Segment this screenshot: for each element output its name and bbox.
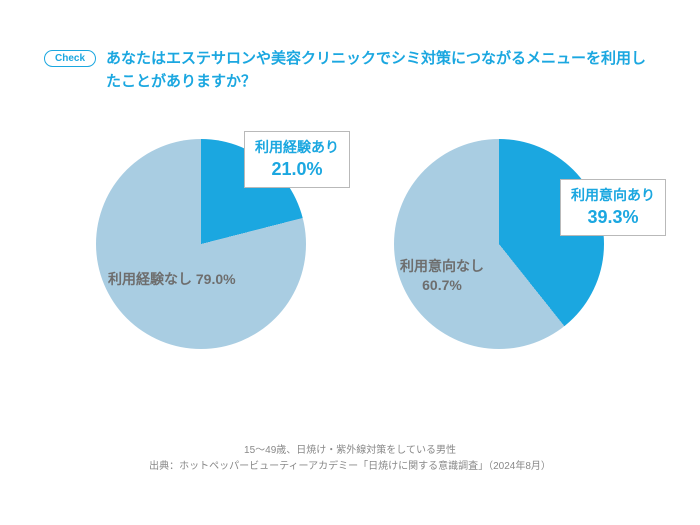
label-experience-no: 利用経験なし 79.0% [108,269,236,289]
check-badge: Check [44,50,96,67]
label-text: 利用経験あり [255,138,339,157]
chart-experience: 利用経験あり 21.0% 利用経験なし 79.0% [96,139,306,349]
pie-intention [394,139,604,349]
footer: 15～49歳、日焼け・紫外線対策をしている男性 出典：ホットペッパービューティー… [0,443,700,475]
header: Check あなたはエステサロンや美容クリニックでシミ対策につながるメニューを利… [0,0,700,93]
label-pct: 60.7% [422,277,462,293]
label-text: 利用意向なし [400,258,484,274]
page-title: あなたはエステサロンや美容クリニックでシミ対策につながるメニューを利用したことが… [106,48,656,93]
label-pct: 21.0% [255,157,339,181]
label-intention-no: 利用意向なし 60.7% [400,257,484,295]
label-intention-yes: 利用意向あり 39.3% [560,179,666,236]
label-text: 利用意向あり [571,186,655,205]
chart-intention: 利用意向あり 39.3% 利用意向なし 60.7% [394,139,604,349]
footer-line2: 出典：ホットペッパービューティーアカデミー「日焼けに関する意識調査」（2024年… [0,459,700,475]
label-pct: 39.3% [571,205,655,229]
charts-row: 利用経験あり 21.0% 利用経験なし 79.0% 利用意向あり 39.3% 利… [0,139,700,349]
footer-line1: 15～49歳、日焼け・紫外線対策をしている男性 [0,443,700,459]
label-experience-yes: 利用経験あり 21.0% [244,131,350,188]
